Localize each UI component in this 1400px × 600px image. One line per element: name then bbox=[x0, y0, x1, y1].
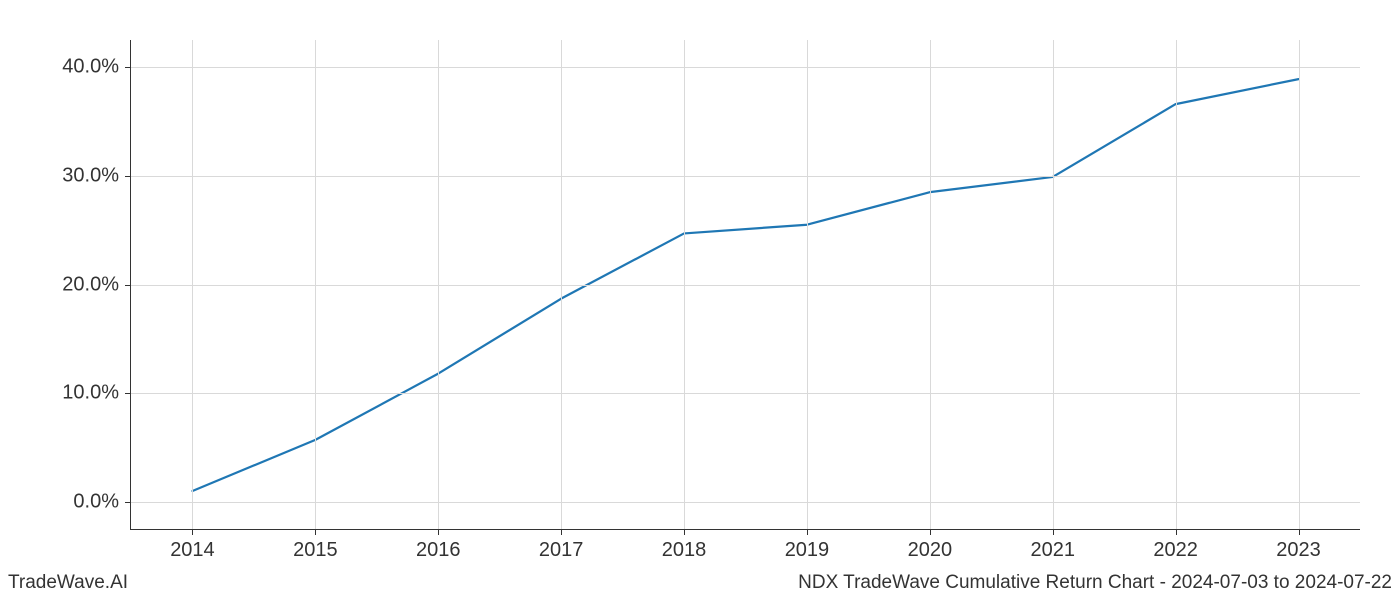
grid-line-vertical bbox=[315, 40, 316, 529]
x-tick bbox=[1176, 529, 1177, 535]
y-axis-label: 0.0% bbox=[73, 490, 119, 513]
x-axis-label: 2015 bbox=[293, 539, 338, 562]
y-tick bbox=[125, 176, 131, 177]
x-tick bbox=[192, 529, 193, 535]
grid-line-vertical bbox=[1053, 40, 1054, 529]
y-tick bbox=[125, 502, 131, 503]
footer-right-caption: NDX TradeWave Cumulative Return Chart - … bbox=[798, 572, 1392, 594]
grid-line-vertical bbox=[1176, 40, 1177, 529]
x-tick bbox=[930, 529, 931, 535]
footer-left-brand: TradeWave.AI bbox=[8, 572, 128, 594]
y-axis-label: 30.0% bbox=[62, 164, 119, 187]
grid-line-vertical bbox=[1299, 40, 1300, 529]
x-axis-label: 2021 bbox=[1031, 539, 1076, 562]
x-tick bbox=[561, 529, 562, 535]
x-tick bbox=[315, 529, 316, 535]
x-axis-label: 2018 bbox=[662, 539, 707, 562]
chart-container: 0.0%10.0%20.0%30.0%40.0%2014201520162017… bbox=[130, 40, 1360, 530]
x-tick bbox=[1299, 529, 1300, 535]
grid-line-vertical bbox=[438, 40, 439, 529]
grid-line-vertical bbox=[684, 40, 685, 529]
x-axis-label: 2020 bbox=[908, 539, 953, 562]
y-axis-label: 20.0% bbox=[62, 273, 119, 296]
x-tick bbox=[1053, 529, 1054, 535]
x-axis-label: 2014 bbox=[170, 539, 215, 562]
x-axis-label: 2022 bbox=[1153, 539, 1198, 562]
plot-area: 0.0%10.0%20.0%30.0%40.0%2014201520162017… bbox=[130, 40, 1360, 530]
y-axis-label: 10.0% bbox=[62, 382, 119, 405]
y-tick bbox=[125, 67, 131, 68]
grid-line-vertical bbox=[930, 40, 931, 529]
x-axis-label: 2017 bbox=[539, 539, 584, 562]
y-tick bbox=[125, 393, 131, 394]
x-axis-label: 2016 bbox=[416, 539, 461, 562]
grid-line-vertical bbox=[807, 40, 808, 529]
x-tick bbox=[684, 529, 685, 535]
y-tick bbox=[125, 285, 131, 286]
x-axis-label: 2019 bbox=[785, 539, 830, 562]
x-tick bbox=[807, 529, 808, 535]
x-axis-label: 2023 bbox=[1276, 539, 1321, 562]
grid-line-vertical bbox=[192, 40, 193, 529]
x-tick bbox=[438, 529, 439, 535]
grid-line-vertical bbox=[561, 40, 562, 529]
y-axis-label: 40.0% bbox=[62, 56, 119, 79]
